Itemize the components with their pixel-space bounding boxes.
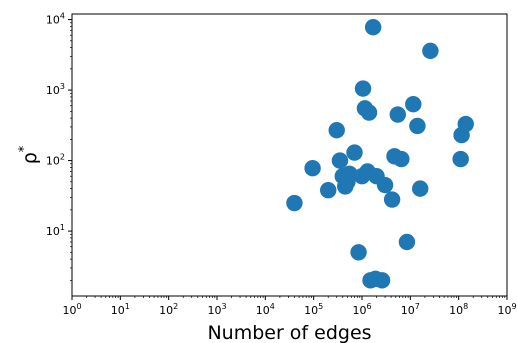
data-point	[331, 152, 349, 169]
x-axis-title: Number of edges	[207, 322, 371, 343]
tick-exponent: 3	[221, 302, 226, 311]
data-point	[393, 150, 410, 168]
tick-base: 10	[159, 304, 173, 317]
x-axis: 100 101 102 103 104 105 106 107 108 109	[62, 296, 517, 317]
x-tick-label: 106	[352, 302, 371, 317]
data-point	[286, 194, 303, 212]
y-axis-title: ρ*	[17, 145, 41, 164]
x-tick-label: 101	[111, 302, 130, 317]
tick-exponent: 5	[318, 302, 323, 311]
data-point	[328, 121, 345, 139]
tick-exponent: 8	[463, 302, 468, 311]
tick-exponent: 9	[511, 302, 516, 311]
tick-exponent: 6	[366, 302, 371, 311]
x-tick-label: 109	[497, 302, 516, 317]
tick-exponent: 4	[270, 302, 275, 311]
tick-base: 10	[46, 225, 60, 238]
y-axis-title-symbol: ρ	[19, 152, 41, 164]
data-point	[405, 96, 422, 113]
data-point	[457, 115, 474, 133]
data-point	[389, 106, 406, 123]
tick-base: 10	[352, 304, 366, 317]
data-point	[398, 233, 416, 251]
y-axis-title-superscript: *	[17, 145, 32, 152]
x-tick-label: 107	[401, 302, 420, 317]
data-point	[411, 180, 429, 197]
tick-base: 10	[46, 84, 60, 97]
tick-base: 10	[207, 304, 221, 317]
tick-base: 10	[304, 304, 318, 317]
x-tick-label: 100	[62, 302, 81, 317]
tick-base: 10	[46, 155, 60, 168]
data-point	[346, 144, 363, 161]
data-points	[286, 18, 474, 289]
tick-base: 10	[497, 304, 511, 317]
tick-base: 10	[401, 304, 415, 317]
x-tick-label: 105	[304, 302, 323, 317]
data-point	[350, 244, 367, 261]
x-tick-label: 104	[256, 302, 275, 317]
tick-exponent: 7	[415, 302, 420, 311]
data-point	[354, 80, 372, 97]
y-tick-label: 101	[46, 223, 65, 238]
data-point	[383, 191, 401, 208]
data-point	[452, 150, 469, 168]
tick-exponent: 0	[76, 302, 81, 311]
data-point	[320, 182, 337, 199]
tick-exponent: 2	[60, 153, 65, 162]
tick-base: 10	[46, 14, 60, 27]
tick-base: 10	[449, 304, 463, 317]
plot-area-frame	[71, 13, 508, 297]
data-point	[341, 165, 358, 182]
x-tick-label: 103	[207, 302, 226, 317]
tick-exponent: 2	[173, 302, 178, 311]
data-point	[304, 159, 321, 177]
y-tick-label: 102	[46, 153, 65, 168]
tick-exponent: 1	[125, 302, 130, 311]
tick-base: 10	[256, 304, 270, 317]
x-tick-label: 108	[449, 302, 468, 317]
data-point	[376, 176, 394, 194]
tick-exponent: 3	[60, 82, 65, 91]
data-point	[422, 42, 439, 60]
y-tick-label: 104	[46, 12, 65, 27]
tick-base: 10	[62, 304, 76, 317]
x-tick-label: 102	[159, 302, 178, 317]
tick-base: 10	[111, 304, 125, 317]
data-point	[364, 18, 382, 36]
data-point	[409, 117, 426, 135]
data-point	[360, 104, 378, 121]
tick-exponent: 4	[60, 12, 65, 21]
data-point	[373, 272, 391, 289]
y-tick-label: 103	[46, 82, 65, 97]
tick-exponent: 1	[60, 223, 65, 232]
